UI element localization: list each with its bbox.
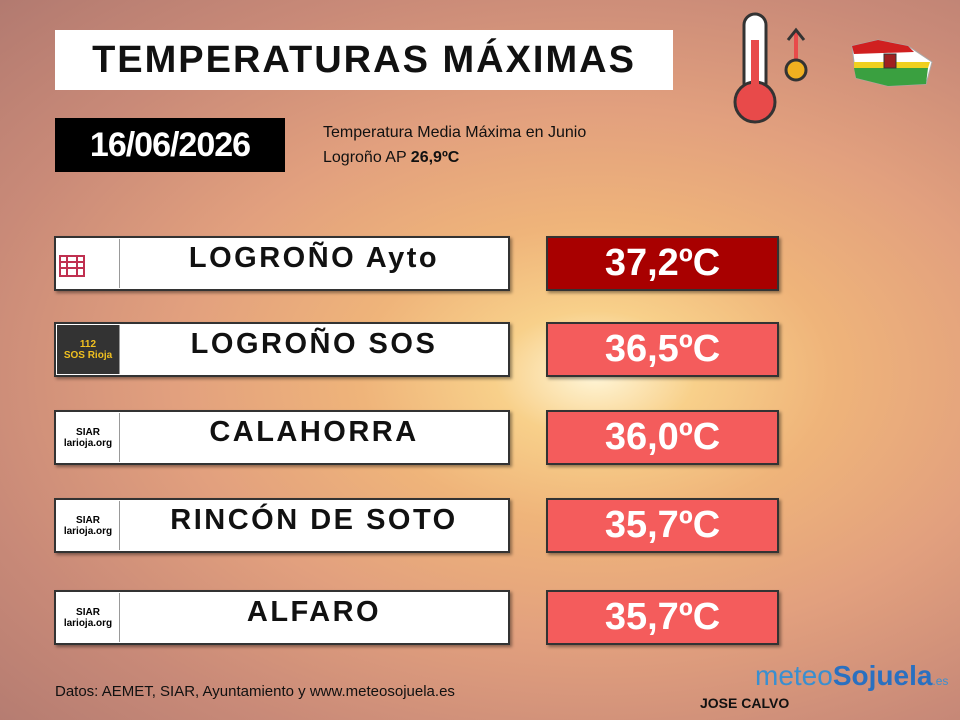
station-temp: 37,2ºC bbox=[546, 236, 779, 291]
logo-text: SIAR bbox=[76, 426, 100, 438]
sources: Datos: AEMET, SIAR, Ayuntamiento y www.m… bbox=[55, 683, 455, 700]
station-name: LOGROÑO Ayto bbox=[188, 242, 440, 274]
author: JOSE CALVO bbox=[700, 695, 790, 711]
brand-part: .es bbox=[932, 674, 949, 688]
note-place: Logroño AP bbox=[323, 149, 407, 166]
thermometer-icon bbox=[733, 12, 808, 124]
date: 16/06/2026 bbox=[55, 118, 285, 172]
station-logo: SIAR larioja.org bbox=[57, 501, 120, 550]
title: TEMPERATURAS MÁXIMAS bbox=[55, 30, 673, 90]
station-name: LOGROÑO SOS bbox=[190, 328, 438, 360]
station-name: RINCÓN DE SOTO bbox=[170, 504, 458, 536]
station-temp: 35,7ºC bbox=[546, 498, 779, 553]
logo-text: SOS Rioja bbox=[63, 349, 113, 361]
station-box: SIAR larioja.org CALAHORRA bbox=[54, 410, 510, 465]
logo-text: SIAR bbox=[76, 514, 100, 526]
brand-part: meteo bbox=[755, 660, 833, 691]
region-flag bbox=[851, 39, 933, 87]
note-line: Logroño AP 26,9ºC bbox=[323, 145, 586, 170]
note: Temperatura Media Máxima en Junio Logroñ… bbox=[323, 120, 586, 170]
station-name: CALAHORRA bbox=[209, 416, 419, 448]
station-temp: 36,0ºC bbox=[546, 410, 779, 465]
logo-text: larioja.org bbox=[63, 617, 113, 629]
brand: meteoSojuela.es bbox=[755, 660, 948, 692]
logo-text: larioja.org bbox=[63, 437, 113, 449]
station-box: SIAR larioja.org RINCÓN DE SOTO bbox=[54, 498, 510, 553]
station-box: 112 SOS Rioja LOGROÑO SOS bbox=[54, 322, 510, 377]
logo-text: SIAR bbox=[76, 606, 100, 618]
station-name: ALFARO bbox=[246, 596, 382, 628]
station-box: SIAR larioja.org ALFARO bbox=[54, 590, 510, 645]
brand-part: Sojuela bbox=[832, 660, 933, 691]
station-logo bbox=[57, 239, 120, 288]
station-box: LOGROÑO Ayto bbox=[54, 236, 510, 291]
logo-text: larioja.org bbox=[63, 525, 113, 537]
station-logo: SIAR larioja.org bbox=[57, 593, 120, 642]
station-logo: SIAR larioja.org bbox=[57, 413, 120, 462]
note-value: 26,9ºC bbox=[410, 149, 460, 166]
station-logo: 112 SOS Rioja bbox=[57, 325, 120, 374]
logo-text: 112 bbox=[79, 338, 97, 350]
note-line: Temperatura Media Máxima en Junio bbox=[323, 124, 587, 141]
station-temp: 36,5ºC bbox=[546, 322, 779, 377]
station-temp: 35,7ºC bbox=[546, 590, 779, 645]
coat-of-arms bbox=[59, 254, 85, 277]
